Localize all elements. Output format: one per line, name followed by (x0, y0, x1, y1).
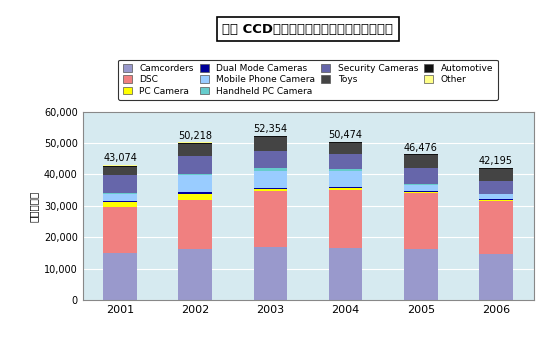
Bar (404, 183, 438, 185)
Bar (254, 188, 287, 189)
Legend: Camcorders, DSC, PC Camera, Dual Mode Cameras, Mobile Phone Camera, Handheld PC : Camcorders, DSC, PC Camera, Dual Mode Ca… (118, 60, 498, 100)
Bar (254, 136, 287, 137)
Bar (404, 191, 438, 192)
Bar (329, 168, 362, 171)
Text: 42,195: 42,195 (479, 156, 513, 166)
Bar (103, 207, 137, 253)
Bar (329, 187, 362, 188)
Bar (479, 254, 513, 300)
Bar (254, 151, 287, 168)
Bar (254, 189, 287, 191)
Bar (103, 253, 137, 300)
Bar (329, 171, 362, 187)
Bar (254, 171, 287, 188)
Bar (329, 248, 362, 300)
Bar (103, 193, 137, 194)
Bar (404, 192, 438, 193)
Bar (329, 143, 362, 154)
Bar (254, 191, 287, 247)
Bar (178, 143, 212, 144)
Bar (329, 190, 362, 248)
Text: 面型 CCD影像感測器各應用市場銷售量趨勢: 面型 CCD影像感測器各應用市場銷售量趨勢 (223, 23, 393, 35)
Bar (178, 194, 212, 199)
Bar (479, 194, 513, 199)
Bar (178, 156, 212, 174)
Bar (404, 155, 438, 168)
Bar (103, 166, 137, 167)
Bar (404, 154, 438, 155)
Bar (479, 181, 513, 194)
Text: 50,218: 50,218 (178, 131, 212, 141)
Bar (404, 193, 438, 249)
Y-axis label: 單位：千個: 單位：千個 (28, 190, 38, 222)
Bar (103, 194, 137, 201)
Bar (178, 174, 212, 175)
Bar (404, 168, 438, 183)
Bar (479, 168, 513, 169)
Bar (479, 200, 513, 201)
Text: 50,474: 50,474 (328, 130, 362, 140)
Bar (178, 192, 212, 194)
Bar (178, 199, 212, 249)
Bar (178, 175, 212, 192)
Text: 46,476: 46,476 (404, 143, 438, 152)
Bar (329, 188, 362, 190)
Text: 52,354: 52,354 (254, 124, 288, 134)
Bar (103, 165, 137, 166)
Bar (178, 249, 212, 300)
Bar (254, 168, 287, 171)
Bar (254, 137, 287, 151)
Bar (329, 154, 362, 168)
Bar (103, 202, 137, 207)
Bar (103, 175, 137, 193)
Bar (329, 142, 362, 143)
Bar (479, 201, 513, 254)
Text: 43,074: 43,074 (103, 153, 137, 163)
Bar (103, 201, 137, 202)
Bar (103, 167, 137, 175)
Bar (404, 249, 438, 300)
Bar (254, 247, 287, 300)
Bar (479, 199, 513, 200)
Bar (178, 144, 212, 156)
Bar (479, 169, 513, 181)
Bar (404, 185, 438, 191)
